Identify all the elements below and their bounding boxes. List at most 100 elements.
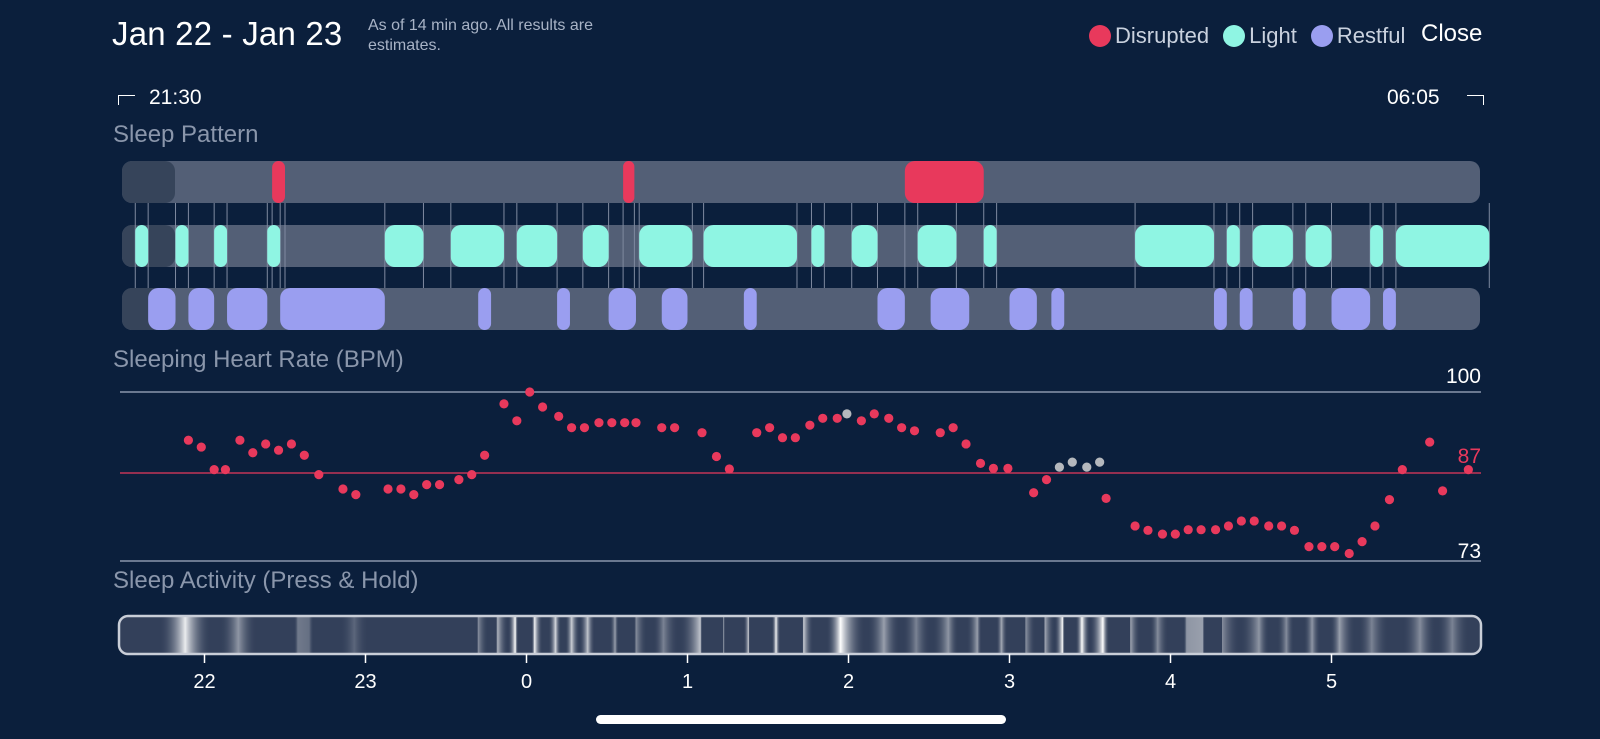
hr-point	[422, 480, 432, 490]
hr-point	[454, 475, 464, 485]
home-indicator[interactable]	[596, 715, 1006, 724]
hr-point	[988, 463, 999, 473]
restful-segments	[148, 288, 1396, 330]
restful-segment	[661, 288, 688, 330]
hr-point	[1170, 529, 1180, 539]
light-segment	[267, 225, 281, 267]
disrupted-dot-icon	[1089, 25, 1111, 47]
x-tick-label: 0	[521, 671, 532, 693]
light-segment	[811, 225, 825, 267]
restful-segment	[930, 288, 970, 330]
hr-point	[314, 470, 324, 480]
hr-max-label: 100	[1446, 365, 1481, 388]
hr-point	[1304, 542, 1314, 552]
hr-point	[842, 409, 852, 419]
hr-point	[209, 465, 219, 475]
close-button[interactable]: Close	[1421, 20, 1483, 47]
hr-point	[525, 387, 535, 397]
hr-point	[961, 439, 971, 449]
sleep-activity-title: Sleep Activity (Press & Hold)	[113, 567, 419, 594]
hr-reference-label: 87	[1458, 445, 1481, 468]
hr-point	[1289, 525, 1300, 535]
hr-point	[383, 484, 393, 494]
hr-point	[948, 423, 958, 433]
hr-point	[724, 464, 734, 474]
hr-point	[1003, 463, 1013, 473]
legend-item-light: Light	[1223, 23, 1297, 49]
hr-point	[1157, 529, 1168, 539]
hr-point	[273, 445, 284, 455]
hr-point	[765, 423, 775, 433]
hr-point	[1143, 525, 1153, 535]
hr-point	[1029, 488, 1039, 498]
activity-border	[117, 614, 1483, 656]
hr-point	[869, 409, 879, 419]
hr-point	[1330, 542, 1340, 552]
hr-point	[607, 418, 617, 428]
hr-point	[1223, 521, 1234, 531]
disrupted-track	[122, 161, 1480, 203]
hr-point	[1183, 525, 1193, 535]
restful-segment	[608, 288, 636, 330]
hr-point	[1095, 457, 1105, 467]
restful-segment	[1239, 288, 1253, 330]
hr-point	[235, 435, 245, 445]
legend: Disrupted Light Restful	[1075, 20, 1405, 52]
restful-segment	[743, 288, 757, 330]
hr-point	[1370, 521, 1380, 531]
hr-point	[512, 416, 522, 426]
light-segment	[1252, 225, 1293, 267]
hr-point	[396, 484, 406, 494]
start-time: 21:30	[149, 86, 202, 109]
restful-dot-icon	[1310, 25, 1333, 47]
light-segment	[983, 225, 997, 267]
activity-heat	[119, 616, 1481, 654]
restful-segment	[1009, 288, 1037, 330]
hr-point	[351, 490, 361, 500]
light-segment	[1395, 225, 1490, 267]
x-tick-label: 23	[354, 671, 376, 693]
disrupted-segment	[623, 161, 635, 203]
light-segments	[135, 225, 1490, 267]
x-tick-label: 3	[1004, 671, 1015, 693]
hr-point	[1397, 465, 1407, 475]
hr-point	[338, 484, 348, 494]
x-tick-label: 2	[843, 671, 854, 693]
hr-point	[434, 480, 445, 490]
restful-segment	[1213, 288, 1227, 330]
hr-point	[897, 423, 907, 433]
x-tick-label: 5	[1326, 671, 1337, 693]
restful-segment	[1051, 288, 1065, 330]
hr-point	[499, 399, 509, 409]
legend-item-disrupted: Disrupted	[1089, 23, 1209, 49]
hr-point	[909, 426, 920, 436]
hr-point	[1344, 548, 1354, 559]
light-segment	[516, 225, 558, 267]
light-segment	[1135, 225, 1214, 267]
hr-point	[261, 439, 271, 449]
light-segment	[1305, 225, 1332, 267]
restful-segment	[227, 288, 268, 330]
hr-point	[620, 418, 630, 428]
restful-segment	[478, 288, 492, 330]
hr-point	[1236, 516, 1246, 526]
start-bracket-icon	[118, 95, 135, 105]
hr-point	[1437, 486, 1448, 496]
hr-point	[566, 423, 577, 433]
hr-point	[631, 418, 641, 428]
sleep-activity-bar[interactable]	[117, 614, 1483, 656]
end-bracket-icon	[1467, 95, 1484, 105]
estimate-note: As of 14 min ago. All results are estima…	[368, 17, 593, 54]
restful-segment	[877, 288, 905, 330]
hr-point	[1196, 525, 1206, 535]
hr-point	[1101, 493, 1111, 504]
date-range-title: Jan 22 - Jan 23	[112, 15, 343, 52]
hr-point	[1463, 465, 1473, 475]
hr-point	[579, 423, 590, 433]
hr-point	[1041, 475, 1052, 485]
hr-point	[975, 458, 986, 468]
hr-min-label: 73	[1458, 540, 1481, 563]
x-tick-label: 22	[193, 671, 215, 693]
disrupted-segment	[272, 161, 285, 203]
hr-point	[1054, 462, 1065, 472]
